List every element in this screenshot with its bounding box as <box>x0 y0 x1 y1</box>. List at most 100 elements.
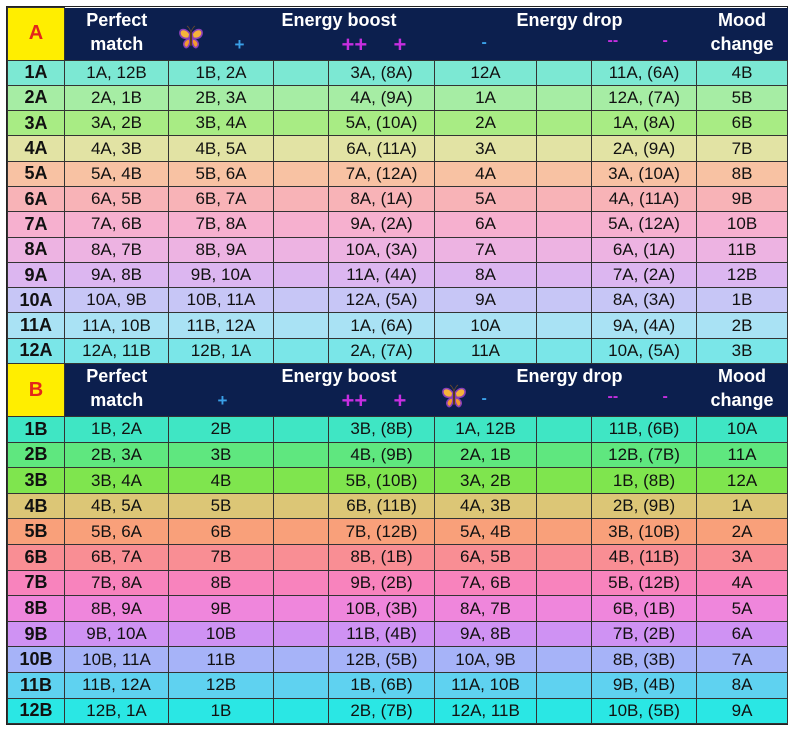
energy-drop-cell <box>536 492 593 520</box>
table-row: 4B 4B, 5A 5B 6B, (11B) 4A, 3B 2B, (9B) 1A <box>7 492 789 520</box>
energy-boost-cell: 4B <box>168 467 274 494</box>
energy-drop-cell: 7B, (2B) <box>591 620 698 648</box>
perfect-match-cell: 3B, 4A <box>64 467 169 494</box>
perfect-match-cell: 9A, 8B <box>64 261 169 289</box>
energy-boost-cell <box>273 595 329 622</box>
energy-boost-cell: 8B, 9A <box>168 236 274 263</box>
energy-boost-cell: 10B, (3B) <box>327 595 436 622</box>
mood-change-cell: 4B <box>696 59 789 86</box>
energy-drop-cell: 9A <box>434 287 538 314</box>
energy-drop-cell <box>536 160 593 187</box>
key-cell: 8A <box>7 236 65 263</box>
perfect-match-cell: 11B, 12A <box>64 672 169 699</box>
energy-drop-cell: 8A <box>434 261 538 289</box>
table-row: 10A 10A, 9B 10B, 11A 12A, (5A) 9A 8A, (3A) 1B <box>7 287 789 314</box>
table-header-row: B Perfect match Energy boost + ++ + Energ… <box>7 363 788 418</box>
energy-boost-cell <box>273 672 329 699</box>
table-row: 6B 6B, 7A 7B 8B, (1B) 6A, 5B 4B, (11B) 3A <box>7 544 789 571</box>
energy-boost-cell <box>273 110 329 137</box>
energy-drop-cell: 11B, (6B) <box>591 416 698 443</box>
header-mood-change: Mood change <box>696 7 788 60</box>
perfect-match-cell: 4A, 3B <box>64 135 169 162</box>
energy-boost-cell <box>273 492 329 520</box>
energy-drop-cell <box>536 646 593 673</box>
key-cell: 5B <box>7 518 65 546</box>
energy-boost-cell: 9B <box>168 595 274 622</box>
table-row: 11B 11B, 12A 12B 1B, (6B) 11A, 10B 9B, (4B) 8A <box>7 672 789 699</box>
plus-icon: + <box>393 31 407 57</box>
energy-boost-cell: 8A, (1A) <box>327 185 436 213</box>
energy-boost-cell: 5B <box>168 492 274 520</box>
energy-boost-cell: 6A, (11A) <box>327 135 436 162</box>
energy-drop-cell: 6A, 5B <box>434 544 538 571</box>
double-plus-icon: ++ <box>341 31 368 57</box>
mood-change-cell: 11B <box>696 236 789 263</box>
perfect-match-cell: 1A, 12B <box>64 59 169 86</box>
energy-drop-cell <box>536 518 593 546</box>
mood-change-cell: 5B <box>696 84 789 112</box>
energy-drop-cell: 2B, (9B) <box>591 492 698 520</box>
butterfly-icon <box>441 384 467 410</box>
energy-boost-cell <box>273 160 329 187</box>
energy-boost-cell: 2B, 3A <box>168 84 274 112</box>
energy-boost-cell: 1B, 2A <box>168 59 274 86</box>
energy-drop-cell: 4A, (11A) <box>591 185 698 213</box>
energy-boost-cell: 9B, (2B) <box>327 569 436 597</box>
energy-drop-cell <box>536 620 593 648</box>
minus-icon: - <box>662 388 668 406</box>
butterfly-icon <box>178 25 204 51</box>
header-energy-boost: Energy boost + ++ + <box>168 7 435 60</box>
mood-change-cell: 5A <box>696 595 789 622</box>
energy-boost-cell <box>273 620 329 648</box>
plus-icon: + <box>234 34 245 54</box>
minus-icon: - <box>481 390 487 408</box>
energy-drop-cell: 4B, (11B) <box>591 544 698 571</box>
table-row: 9A 9A, 8B 9B, 10A 11A, (4A) 8A 7A, (2A) 12B <box>7 261 789 289</box>
minus-icon: - <box>662 31 668 49</box>
energy-drop-cell: 7A, 6B <box>434 569 538 597</box>
energy-boost-cell: 3B, 4A <box>168 110 274 137</box>
energy-drop-cell: 1B, (8B) <box>591 467 698 494</box>
energy-drop-cell <box>536 337 593 365</box>
energy-boost-cell <box>273 337 329 365</box>
mood-change-cell: 10B <box>696 211 789 238</box>
key-cell: 6B <box>7 544 65 571</box>
table-row: 6A 6A, 5B 6B, 7A 8A, (1A) 5A 4A, (11A) 9B <box>7 185 789 213</box>
energy-boost-cell <box>273 84 329 112</box>
energy-drop-cell <box>536 441 593 469</box>
minus-icon: - <box>481 33 487 51</box>
key-cell: 11A <box>7 312 65 339</box>
table-row: 7B 7B, 8A 8B 9B, (2B) 7A, 6B 5B, (12B) 4A <box>7 569 789 597</box>
energy-drop-cell <box>536 84 593 112</box>
energy-drop-cell <box>536 544 593 571</box>
energy-boost-cell <box>273 416 329 443</box>
mood-change-cell: 12B <box>696 261 789 289</box>
energy-boost-cell: 4B, (9B) <box>327 441 436 469</box>
perfect-match-cell: 4B, 5A <box>64 492 169 520</box>
perfect-match-cell: 7B, 8A <box>64 569 169 597</box>
energy-drop-cell: 11A <box>434 337 538 365</box>
energy-drop-cell: 9A, (4A) <box>591 312 698 339</box>
perfect-match-cell: 8B, 9A <box>64 595 169 622</box>
energy-drop-cell: 4A <box>434 160 538 187</box>
table-row: 10B 10B, 11A 11B 12B, (5B) 10A, 9B 8B, (3B) 7A <box>7 646 789 673</box>
energy-drop-cell <box>536 287 593 314</box>
energy-boost-cell: 3A, (8A) <box>327 59 436 86</box>
perfect-match-cell: 1B, 2A <box>64 416 169 443</box>
energy-boost-cell <box>273 312 329 339</box>
key-cell: 1A <box>7 59 65 86</box>
energy-boost-cell: 1B <box>168 697 274 725</box>
plus-icon: + <box>393 388 407 414</box>
energy-drop-cell: 6A <box>434 211 538 238</box>
energy-boost-cell <box>273 518 329 546</box>
mood-change-cell: 3A <box>696 544 789 571</box>
mood-change-cell: 8B <box>696 160 789 187</box>
energy-drop-cell: 3A, (10A) <box>591 160 698 187</box>
energy-drop-cell: 1A, 12B <box>434 416 538 443</box>
energy-drop-cell: 3B, (10B) <box>591 518 698 546</box>
energy-drop-cell <box>536 595 593 622</box>
energy-drop-cell: 5A, (12A) <box>591 211 698 238</box>
mood-change-cell: 8A <box>696 672 789 699</box>
energy-boost-cell: 7B, 8A <box>168 211 274 238</box>
energy-drop-cell: 5A, 4B <box>434 518 538 546</box>
